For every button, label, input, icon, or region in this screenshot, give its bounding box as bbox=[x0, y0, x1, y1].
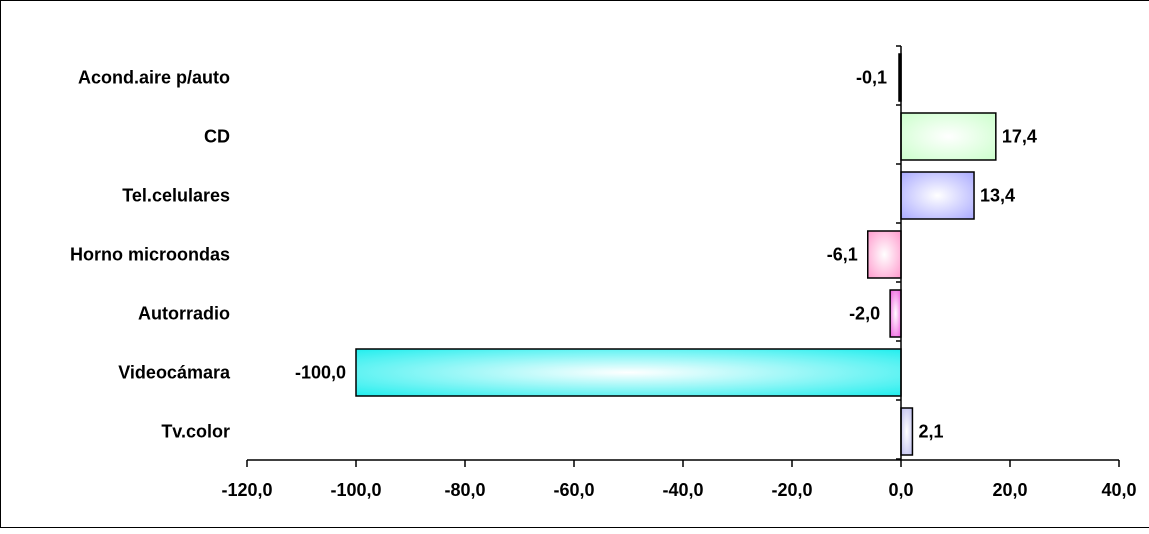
x-tick-label: -20,0 bbox=[771, 480, 812, 500]
data-label: -0,1 bbox=[856, 68, 887, 88]
bar bbox=[889, 289, 902, 338]
category-label: Horno microondas bbox=[70, 245, 230, 265]
bar bbox=[355, 348, 902, 397]
bar bbox=[900, 407, 914, 456]
data-label: 2,1 bbox=[918, 422, 943, 442]
axes-layer bbox=[246, 45, 1120, 467]
x-tick-label: -100,0 bbox=[330, 480, 381, 500]
data-label: -100,0 bbox=[295, 363, 346, 383]
data-label: 17,4 bbox=[1002, 127, 1037, 147]
bar bbox=[867, 230, 902, 279]
bars-layer bbox=[355, 53, 997, 456]
category-label: Autorradio bbox=[138, 304, 230, 324]
x-tick-label: -60,0 bbox=[553, 480, 594, 500]
x-tick-label: 40,0 bbox=[1101, 480, 1136, 500]
labels-layer: -120,0 -100,0 -80,0 -60,0 -40,0 -20,0 0,0 20,0 4… bbox=[70, 68, 1137, 501]
category-label: CD bbox=[204, 127, 230, 147]
data-label: -6,1 bbox=[827, 245, 858, 265]
category-label: Tel.celulares bbox=[122, 186, 230, 206]
category-label: Videocámara bbox=[118, 363, 231, 383]
x-tick-label: -120,0 bbox=[221, 480, 272, 500]
bar bbox=[900, 171, 975, 220]
x-tick-label: 20,0 bbox=[992, 480, 1027, 500]
category-label: Tv.color bbox=[161, 422, 230, 442]
x-tick-label: -40,0 bbox=[662, 480, 703, 500]
bar bbox=[900, 112, 997, 161]
category-label: Acond.aire p/auto bbox=[78, 68, 230, 88]
data-label: 13,4 bbox=[980, 186, 1015, 206]
data-label: -2,0 bbox=[849, 304, 880, 324]
x-tick-label: 0,0 bbox=[888, 480, 913, 500]
x-tick-label: -80,0 bbox=[444, 480, 485, 500]
